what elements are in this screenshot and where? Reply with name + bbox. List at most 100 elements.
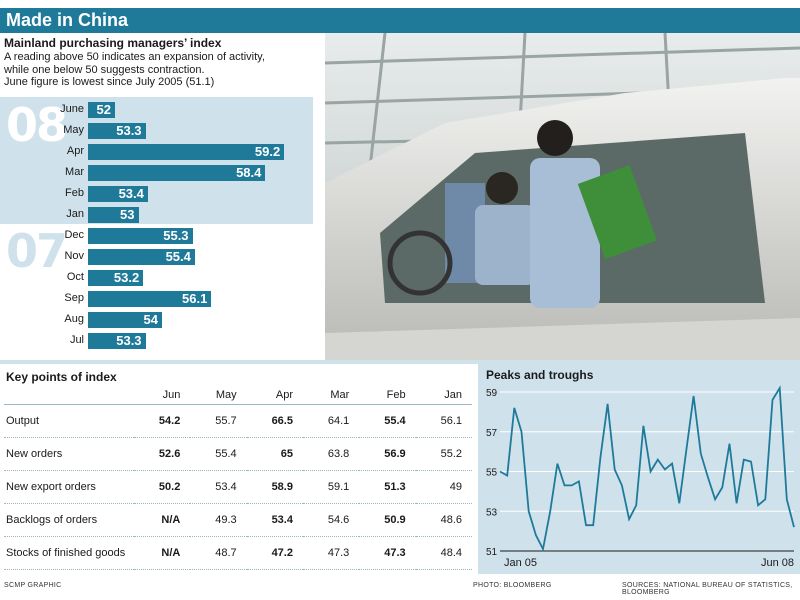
bar-value-label: 58.4 (236, 165, 262, 180)
bar-value-label: 59.2 (254, 144, 281, 159)
bar (88, 144, 285, 160)
table-header-row: Jun May Apr Mar Feb Jan (4, 386, 472, 405)
table-cell: 51.3 (359, 470, 416, 504)
table-cell: 63.8 (302, 437, 360, 471)
table-cell: 50.9 (359, 503, 416, 537)
car-assembly-illustration (325, 33, 800, 360)
table-cell: 47.3 (302, 536, 360, 570)
row-header-blank (4, 386, 134, 405)
bar (88, 207, 139, 223)
column-header: May (190, 386, 247, 405)
footer-sources: SOURCES: NATIONAL BUREAU OF STATISTICS, … (622, 582, 793, 596)
key-points-title: Key points of index (6, 370, 117, 384)
page-title: Made in China (6, 10, 129, 30)
bar-value-label: 52 (96, 102, 111, 117)
bar-category-label: Oct (66, 271, 84, 283)
table-cell: 52.6 (134, 437, 191, 471)
year-2008-panel (0, 97, 313, 224)
intro-line-1: A reading above 50 indicates an expansio… (4, 51, 265, 63)
table-cell: 48.6 (415, 503, 472, 537)
bar (88, 228, 193, 244)
footer-credit: SCMP GRAPHIC (4, 582, 62, 589)
series-line (499, 385, 795, 552)
bar-category-label: Aug (64, 313, 84, 325)
bar (88, 312, 162, 328)
table-cell: 55.4 (359, 404, 416, 438)
year-label-07: 07 (6, 224, 68, 278)
bar-value-label: 53.3 (116, 333, 142, 348)
y-tick-label: 55 (486, 468, 498, 479)
bar (88, 102, 115, 118)
factory-photo (325, 33, 800, 360)
table-cell: 53.4 (190, 470, 247, 504)
table-cell: 47.3 (359, 536, 416, 570)
year-label-08: 08 (6, 98, 68, 152)
table-cell: 55.2 (415, 437, 472, 471)
column-header: Jan (415, 386, 472, 405)
section-divider (0, 360, 800, 364)
table-cell: 48.4 (415, 536, 472, 570)
table-row: New orders 52.6 55.4 65 63.8 56.9 55.2 (4, 437, 472, 471)
intro-line-2: while one below 50 suggests contraction. (4, 63, 205, 76)
table-cell: 66.5 (246, 404, 303, 438)
bar (88, 123, 146, 139)
bar-category-label: Sep (64, 292, 84, 304)
row-label: Output (4, 404, 134, 438)
table-cell: 49.3 (190, 503, 247, 537)
table-cell: 65 (246, 437, 303, 471)
bar-value-label: 53 (120, 207, 135, 222)
bar-category-label: Dec (64, 229, 84, 241)
bar-category-label: Apr (66, 145, 84, 157)
bar (88, 249, 195, 265)
table-cell: 58.9 (246, 470, 303, 504)
bar-category-label: Jul (69, 334, 84, 346)
bar-value-label: 53.2 (113, 270, 140, 285)
bar-category-label: May (63, 124, 84, 136)
row-label: New orders (4, 437, 134, 471)
column-header: Mar (302, 386, 360, 405)
bar-value-label: 55.4 (165, 249, 191, 264)
bar (88, 333, 146, 349)
intro: Mainland purchasing managers’ index A re… (4, 36, 324, 89)
table-cell: 50.2 (134, 470, 191, 504)
table-cell: 55.7 (190, 404, 247, 438)
y-tick-label: 53 (486, 507, 498, 518)
row-label: Stocks of finished goods (4, 536, 134, 570)
y-tick-label: 57 (486, 428, 498, 439)
table-cell: 55.4 (190, 437, 247, 471)
bar-category-label: Feb (65, 187, 84, 199)
table-row: Backlogs of orders N/A 49.3 53.4 54.6 50.9 48.… (4, 503, 472, 537)
table-cell: N/A (134, 503, 191, 537)
table-cell: 49 (415, 470, 472, 504)
pmi-bar-chart: June 52 May 53.3 Apr 59.2 Mar 58.4 Feb 53.4 Jan 53 D… (0, 0, 325, 360)
bar-value-label: 56.1 (182, 291, 208, 306)
table-cell: 54.2 (134, 404, 191, 438)
footer-photo-credit: PHOTO: BLOOMBERG (473, 582, 552, 589)
peaks-troughs-line-chart: 51 53 55 57 59 Jan 05 Jun 08 (486, 385, 795, 569)
y-tick-label: 59 (486, 388, 498, 399)
row-label: Backlogs of orders (4, 503, 134, 537)
column-header: Apr (246, 386, 303, 405)
bar (88, 186, 148, 202)
intro-line-3: June figure is lowest since July 2005 (5… (4, 76, 215, 88)
table-cell: 56.1 (415, 404, 472, 438)
bar-value-label: 53.4 (118, 186, 144, 201)
column-header: Feb (359, 386, 416, 405)
bar (88, 270, 144, 286)
table-row: Output 54.2 55.7 66.5 64.1 55.4 56.1 (4, 404, 472, 438)
table-cell: 48.7 (190, 536, 247, 570)
table-cell: N/A (134, 536, 191, 570)
bar-category-label: June (60, 103, 84, 115)
header-bar: Made in China (0, 8, 800, 33)
table-cell: 47.2 (246, 536, 303, 570)
table-cell: 54.6 (302, 503, 360, 537)
table-row: Stocks of finished goods N/A 48.7 47.2 47.3 4… (4, 536, 472, 570)
key-points-section: Key points of index Jun May Apr Mar Feb … (0, 364, 478, 574)
bar-category-label: Jan (66, 208, 84, 220)
peaks-troughs-panel: Peaks and troughs 51 53 55 57 59 Jan 05 Jun 08 (478, 364, 800, 574)
y-tick-label: 51 (486, 547, 498, 558)
table-cell: 59.1 (302, 470, 360, 504)
table-row: New export orders 50.2 53.4 58.9 59.1 51.3 49 (4, 470, 472, 504)
bar-category-label: Nov (64, 250, 84, 262)
key-points-table: Jun May Apr Mar Feb Jan Output 54.2 55.7 66… (4, 386, 472, 570)
